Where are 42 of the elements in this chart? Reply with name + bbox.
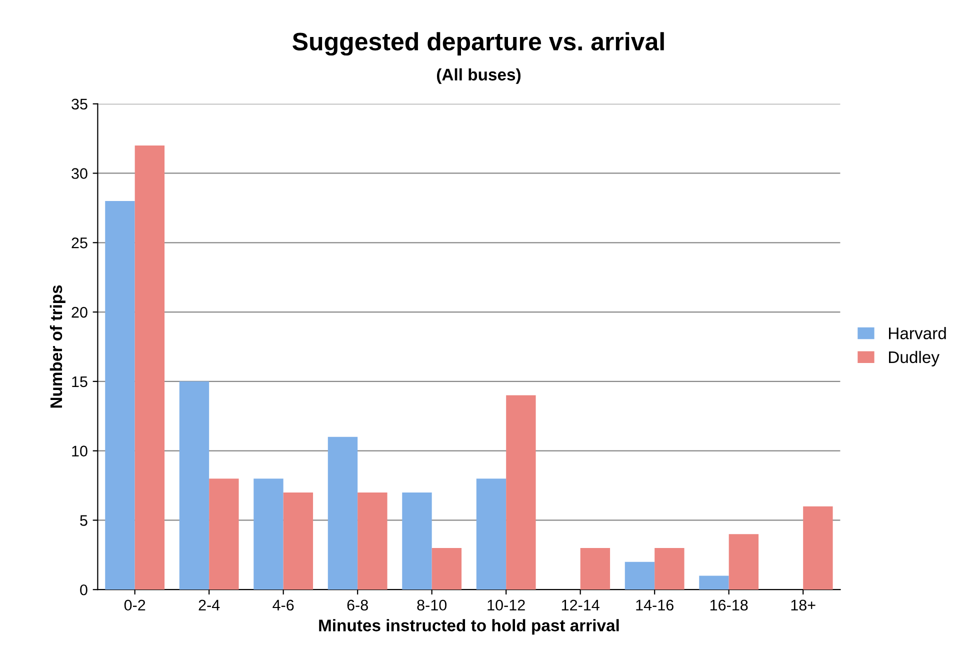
- legend-label: Dudley: [889, 350, 940, 366]
- x-tick-label: 8-10: [417, 600, 447, 611]
- y-tick-label: 30: [72, 168, 88, 179]
- bar: [283, 492, 314, 590]
- x-tick-label: 2-4: [198, 600, 220, 610]
- y-tick-label: 20: [72, 306, 88, 318]
- legend-label: Harvard: [889, 327, 946, 340]
- bar: [506, 395, 536, 590]
- bar: [432, 548, 462, 590]
- bar: [254, 478, 284, 590]
- x-tick-label: 12-14: [562, 600, 600, 610]
- bar: [179, 381, 210, 590]
- x-tick-label: 18+: [791, 600, 816, 611]
- x-tick-label: 14-16: [636, 600, 674, 611]
- bar: [402, 492, 432, 590]
- y-tick-label: 0: [80, 584, 88, 596]
- bar: [209, 478, 239, 590]
- bar: [728, 534, 759, 590]
- x-tick-label: 6-8: [347, 600, 368, 611]
- bar: [134, 145, 165, 590]
- y-tick-label: 15: [72, 376, 88, 388]
- y-tick-label: 10: [72, 446, 88, 456]
- bar: [803, 506, 833, 590]
- bar: [654, 548, 684, 590]
- x-tick-label: 0-2: [124, 600, 146, 611]
- x-axis-title: Minutes instructed to hold past arrival: [319, 619, 619, 635]
- bar: [624, 562, 655, 590]
- bar: [476, 478, 506, 590]
- x-tick-label: 10-12: [488, 600, 525, 611]
- bar: [358, 492, 388, 590]
- y-tick-label: 25: [72, 238, 88, 248]
- bar: [699, 576, 729, 590]
- x-tick-label: 16-18: [710, 600, 748, 611]
- bar: [328, 436, 358, 590]
- chart-title: Suggested departure vs. arrival: [292, 32, 664, 56]
- bar: [105, 201, 135, 590]
- y-axis-title: Number of trips: [50, 285, 66, 408]
- y-tick-label: 5: [80, 515, 88, 526]
- y-tick-label: 35: [72, 98, 88, 110]
- chart-subtitle: (All buses): [436, 68, 521, 84]
- x-tick-label: 4-6: [272, 600, 294, 611]
- bar: [580, 548, 610, 590]
